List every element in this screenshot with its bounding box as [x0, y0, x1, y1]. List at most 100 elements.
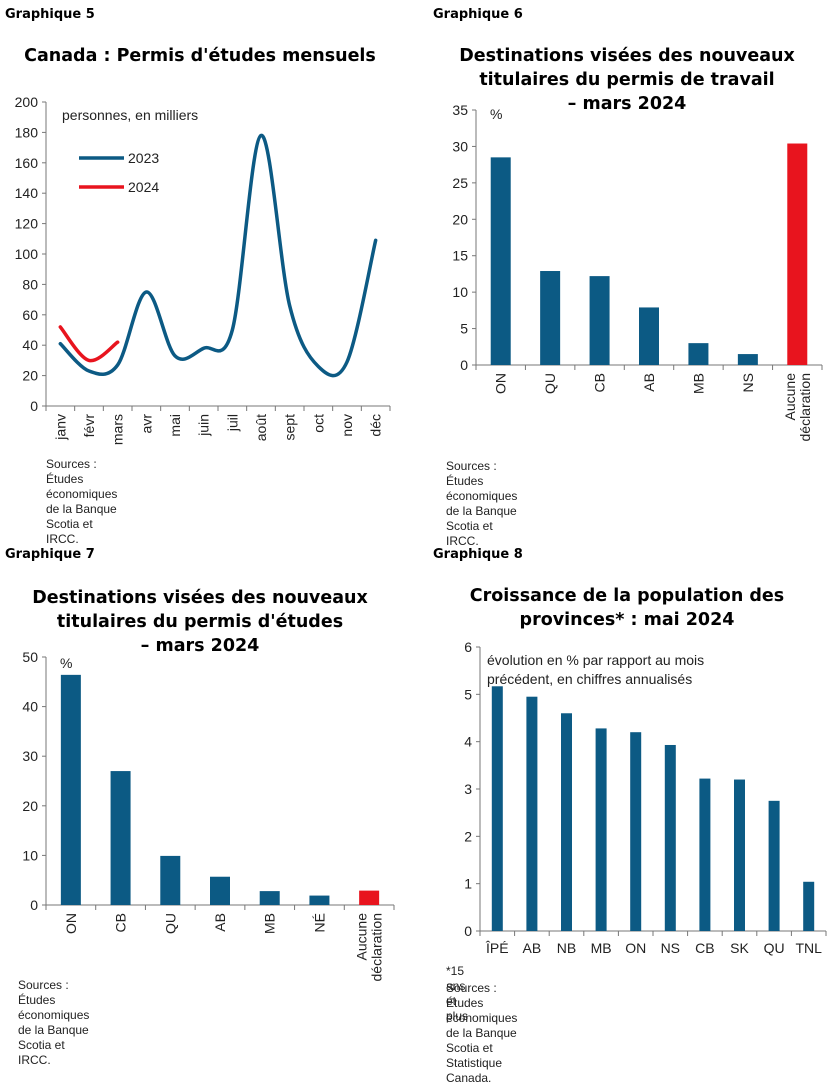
chart7-bar-aucune-declaration — [359, 891, 379, 905]
chart7-bar-cb — [111, 771, 131, 905]
chart6-unit-note: % — [490, 106, 502, 122]
chart-title-7-line-1: Destinations visées des nouveaux — [0, 586, 400, 610]
chart8-bar-sk — [734, 780, 745, 931]
chart7-x-tick-label-line: QU — [162, 913, 178, 934]
chart7-x-tick-label-line: déclaration — [369, 913, 385, 982]
chart7-y-tick-label: 50 — [22, 649, 38, 665]
chart5-y-tick-label: 100 — [15, 246, 39, 262]
chart5-unit-note: personnes, en milliers — [62, 107, 198, 123]
chart7-bar-ab — [210, 877, 230, 905]
chart5-x-tick-label-mai: mai — [167, 414, 183, 437]
chart6-x-tick-label-ab: AB — [641, 373, 657, 392]
chart7-y-tick-label: 10 — [22, 847, 38, 863]
chart6-x-tick-label-line: NS — [740, 373, 756, 392]
chart7-x-tick-label-line: ON — [63, 913, 79, 934]
chart8-y-tick-label: 2 — [464, 828, 472, 844]
chart7-bar-mb — [260, 891, 280, 905]
chart7-unit-note: % — [60, 655, 72, 671]
chart8-y-tick-label: 6 — [464, 639, 472, 655]
chart-8-source-line-1: Sources : Études économiques de la Banqu… — [446, 981, 517, 1056]
chart6-x-tick-label-line: CB — [592, 373, 608, 392]
chart8-x-tick-label-ns: NS — [661, 940, 680, 956]
chart5-y-tick-label: 160 — [15, 155, 39, 171]
chart6-x-tick-label-line: ON — [493, 373, 509, 394]
chart-8-source: Sources : Études économiques de la Banqu… — [446, 981, 517, 1086]
chart5-x-tick-label-juin: juin — [196, 414, 212, 437]
chart8-bar-cb — [699, 779, 710, 931]
chart-title-8: Croissance de la population des province… — [422, 584, 828, 632]
chart6-x-tick-label-mb: MB — [690, 373, 706, 394]
chart5-x-tick-label-sept: sept — [282, 414, 298, 441]
chart7-x-tick-label-line: MB — [262, 913, 278, 934]
chart5-x-tick-label-juil: juil — [224, 414, 240, 432]
chart5-y-tick-label: 140 — [15, 185, 39, 201]
chart6-x-tick-label-on: ON — [493, 373, 509, 394]
chart7-bar-ne — [309, 896, 329, 905]
chart5-legend-label-2024: 2024 — [128, 179, 159, 195]
chart6-bar-mb — [688, 343, 708, 365]
graph-label-6: Graphique 6 — [433, 7, 523, 22]
chart8-bar-mb — [596, 728, 607, 931]
chart6-bar-on — [491, 157, 511, 365]
chart8-x-tick-label-mb: MB — [591, 940, 612, 956]
chart6-y-tick-label: 0 — [460, 357, 468, 373]
chart8-bar-tnl — [803, 882, 814, 931]
chart8-bar-ns — [665, 745, 676, 931]
chart6-y-tick-label: 25 — [452, 175, 468, 191]
chart5-x-tick-label-fevr: févr — [81, 414, 97, 438]
chart7-x-tick-label-aucune-declaration: Aucunedéclaration — [354, 913, 385, 982]
chart8-x-tick-label-tnl: TNL — [795, 940, 822, 956]
graph-label-7: Graphique 7 — [5, 547, 95, 562]
chart6-y-tick-label: 15 — [452, 248, 468, 264]
chart8-x-tick-label-sk: SK — [730, 940, 749, 956]
chart6-x-tick-label-qu: QU — [542, 373, 558, 394]
chart7-x-tick-label-line: NÉ — [311, 913, 327, 932]
chart8-bar-on — [630, 732, 641, 931]
chart7-x-tick-label-line: CB — [113, 913, 129, 932]
chart8-x-tick-label-ab: AB — [523, 940, 542, 956]
chart8-bar-ab — [526, 697, 537, 931]
chart5-y-tick-label: 120 — [15, 216, 39, 232]
chart5-y-tick-label: 20 — [22, 368, 38, 384]
chart7-x-tick-label-cb: CB — [113, 913, 129, 932]
chart7-x-tick-label-mb: MB — [262, 913, 278, 934]
graph-label-8: Graphique 8 — [433, 547, 523, 562]
chart5-x-tick-label-avr: avr — [138, 414, 154, 434]
chart-7-source-line-2: IRCC. — [18, 1053, 89, 1068]
chart8-x-tick-label-cb: CB — [695, 940, 714, 956]
chart5-y-tick-label: 180 — [15, 124, 39, 140]
chart6-x-tick-label-aucune-declaration: Aucunedéclaration — [782, 373, 813, 442]
chart6-y-tick-label: 10 — [452, 284, 468, 300]
chart6-x-tick-label-ns: NS — [740, 373, 756, 392]
chart7-y-tick-label: 40 — [22, 699, 38, 715]
chart8-x-tick-label-ipe: ÎPÉ — [485, 940, 509, 956]
chart-title-5: Canada : Permis d'études mensuels — [0, 44, 400, 68]
chart8-unit-note-line-1: évolution en % par rapport au mois — [487, 652, 704, 668]
chart8-x-tick-label-nb: NB — [557, 940, 576, 956]
chart-6-source: Sources : Études économiques de la Banqu… — [446, 459, 517, 549]
chart5-x-tick-label-janv: janv — [52, 414, 68, 441]
chart7-x-tick-label-ab: AB — [212, 913, 228, 932]
chart5-y-tick-label: 80 — [22, 276, 38, 292]
chart8-unit-note-line-2: précédent, en chiffres annualisés — [487, 671, 692, 687]
chart6-y-tick-label: 20 — [452, 211, 468, 227]
chart8-bar-nb — [561, 713, 572, 931]
chart6-bar-ns — [738, 354, 758, 365]
chart7-y-tick-label: 0 — [30, 897, 38, 913]
chart-7-source-line-1: Sources : Études économiques de la Banqu… — [18, 978, 89, 1053]
chart5-legend-label-2023: 2023 — [128, 150, 159, 166]
chart8-y-tick-label: 0 — [464, 923, 472, 939]
chart5-x-tick-label-mars: mars — [110, 414, 126, 445]
chart-title-6-line-2: titulaires du permis de travail — [422, 68, 828, 92]
chart8-y-tick-label: 1 — [464, 876, 472, 892]
chart6-x-tick-label-line: Aucune — [782, 373, 798, 421]
chart-title-8-line-1: Croissance de la population des — [422, 584, 828, 608]
chart6-bar-ab — [639, 307, 659, 365]
chart-title-8-line-2: provinces* : mai 2024 — [422, 608, 828, 632]
chart6-y-tick-label: 30 — [452, 138, 468, 154]
chart-title-6-line-1: Destinations visées des nouveaux — [422, 44, 828, 68]
chart8-x-tick-label-qu: QU — [764, 940, 785, 956]
chart7-x-tick-label-qu: QU — [162, 913, 178, 934]
